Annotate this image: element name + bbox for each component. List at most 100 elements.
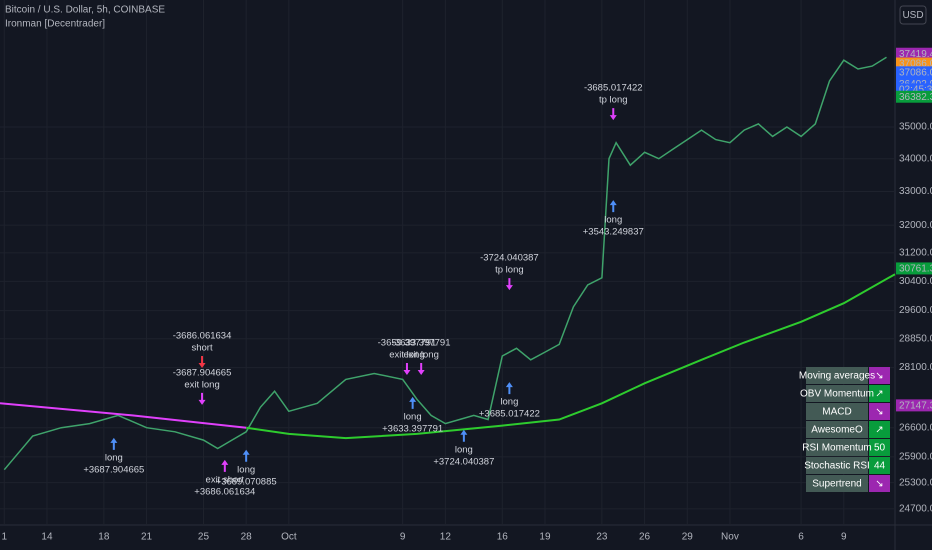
table-signal: ↗ bbox=[875, 389, 883, 400]
signal-arrow bbox=[417, 363, 425, 376]
table-name: Stochastic RSI bbox=[804, 461, 870, 472]
y-tick-label: 25300.00 bbox=[899, 477, 932, 488]
table-signal-cell bbox=[869, 475, 890, 492]
price-tag bbox=[896, 399, 932, 412]
signal-label: +3687.904665 bbox=[83, 464, 144, 475]
price-tag-label: 37419.48 bbox=[899, 49, 932, 60]
indicator-table: Moving averages ↘OBV Momentum ↗MACD ↘Awesom… bbox=[799, 367, 890, 492]
series-line bbox=[3, 56, 887, 471]
table-name-cell bbox=[806, 457, 868, 474]
table-name: MACD bbox=[822, 407, 851, 418]
price-tag bbox=[896, 66, 932, 79]
x-tick-label: Oct bbox=[281, 532, 297, 543]
x-tick-label: 9 bbox=[841, 532, 847, 543]
signal-label: exit long bbox=[403, 350, 438, 361]
y-tick-label: 28100.00 bbox=[899, 362, 932, 373]
signal-label: exit long bbox=[184, 379, 219, 390]
signal-arrow bbox=[460, 429, 468, 442]
signal-arrow bbox=[505, 382, 513, 395]
y-tick-label: 30400.00 bbox=[899, 276, 932, 287]
y-tick-label: 35000.00 bbox=[899, 122, 932, 133]
signal-arrow bbox=[198, 355, 206, 368]
currency-box[interactable] bbox=[899, 5, 927, 25]
indicator-name: Ironman [Decentrader] bbox=[5, 19, 105, 30]
x-tick-label: Nov bbox=[721, 532, 739, 543]
price-tag bbox=[896, 57, 932, 70]
signal-arrow bbox=[198, 392, 206, 405]
table-signal-cell bbox=[869, 403, 890, 420]
y-tick-label: 31200.00 bbox=[899, 248, 932, 259]
axes: 24700.00 25300.00 25900.00 26600.00 28100.00… bbox=[1, 47, 932, 543]
signal-label: long bbox=[604, 215, 622, 226]
table-name: RSI Momentum bbox=[802, 443, 871, 454]
x-tick-label: 23 bbox=[596, 532, 608, 543]
y-tick-label: 25900.00 bbox=[899, 452, 932, 463]
price-tag-label: 37086.00 bbox=[899, 59, 932, 70]
table-name-cell bbox=[806, 421, 868, 438]
price-tag-label: 36382.36 bbox=[899, 92, 932, 103]
x-tick-label: 29 bbox=[682, 532, 694, 543]
table-signal: ↘ bbox=[875, 407, 883, 418]
x-tick-label: 18 bbox=[98, 532, 110, 543]
table-name-cell bbox=[806, 403, 868, 420]
table-signal-cell bbox=[869, 457, 890, 474]
table-signal-cell bbox=[869, 385, 890, 402]
signal-label: +3685.017422 bbox=[479, 409, 540, 420]
y-tick-label: 34000.00 bbox=[899, 153, 932, 164]
signal-label: -3659.397791 bbox=[378, 338, 437, 349]
x-tick-label: 25 bbox=[198, 532, 210, 543]
signal-arrow bbox=[221, 459, 229, 472]
signal-label: -3687.904665 bbox=[173, 367, 232, 378]
currency[interactable]: USD bbox=[902, 10, 923, 21]
signal-label: -3686.061634 bbox=[173, 330, 232, 341]
signal-arrow bbox=[403, 363, 411, 376]
table-signal: ↘ bbox=[875, 371, 883, 382]
y-tick-label: 29600.00 bbox=[899, 305, 932, 316]
x-tick-label: 1 bbox=[1, 532, 7, 543]
signal-label: +3724.040387 bbox=[433, 456, 494, 467]
table-name: Supertrend bbox=[812, 479, 861, 490]
price-tag-label: 37086.03 bbox=[899, 67, 932, 78]
signal-arrow bbox=[609, 200, 617, 213]
x-tick-label: 26 bbox=[639, 532, 651, 543]
price-tag-label: 27147.34 bbox=[899, 401, 932, 412]
x-tick-label: 21 bbox=[141, 532, 153, 543]
y-tick-label: 28850.00 bbox=[899, 333, 932, 344]
signal-label: long bbox=[105, 452, 123, 463]
signal-label: +3543.249837 bbox=[583, 227, 644, 238]
table-name-cell bbox=[806, 475, 868, 492]
signal-label: +3689.070885 bbox=[216, 476, 277, 487]
signal-arrow bbox=[609, 108, 617, 121]
signal-arrow bbox=[505, 278, 513, 291]
y-tick-label: 26600.00 bbox=[899, 422, 932, 433]
signal-label: exit short bbox=[206, 474, 245, 485]
signal-label: long bbox=[237, 464, 255, 475]
signal-label: long bbox=[455, 444, 473, 455]
signal-label: +3686.061634 bbox=[194, 486, 255, 497]
table-signal: 44 bbox=[874, 461, 886, 472]
grid bbox=[0, 0, 895, 525]
table-name-cell bbox=[806, 385, 868, 402]
price-tag bbox=[896, 47, 932, 60]
series bbox=[0, 56, 896, 471]
signal-label: exit long bbox=[389, 350, 424, 361]
table-name-cell bbox=[806, 439, 868, 456]
signal-label: long bbox=[500, 397, 518, 408]
signal-label: +3633.397791 bbox=[382, 423, 443, 434]
x-tick-label: 16 bbox=[497, 532, 509, 543]
x-tick-label: 19 bbox=[539, 532, 551, 543]
table-signal-cell bbox=[869, 421, 890, 438]
price-tag bbox=[896, 90, 932, 103]
signal-label: -3633.397791 bbox=[392, 338, 451, 349]
signal-arrow bbox=[242, 449, 250, 462]
series-line bbox=[246, 273, 896, 440]
x-tick-label: 9 bbox=[400, 532, 406, 543]
x-tick-label: 12 bbox=[440, 532, 452, 543]
signal-arrow bbox=[409, 396, 417, 409]
y-tick-label: 32000.00 bbox=[899, 220, 932, 231]
price-tag bbox=[896, 262, 932, 275]
